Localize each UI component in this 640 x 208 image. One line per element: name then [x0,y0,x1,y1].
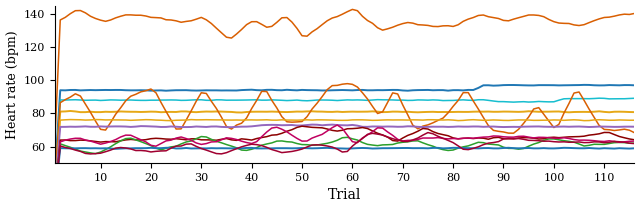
X-axis label: Trial: Trial [328,188,362,202]
Y-axis label: Heart rate (bpm): Heart rate (bpm) [6,30,19,139]
